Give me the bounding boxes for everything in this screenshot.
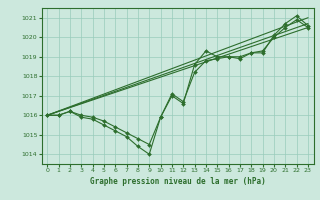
- X-axis label: Graphe pression niveau de la mer (hPa): Graphe pression niveau de la mer (hPa): [90, 177, 266, 186]
